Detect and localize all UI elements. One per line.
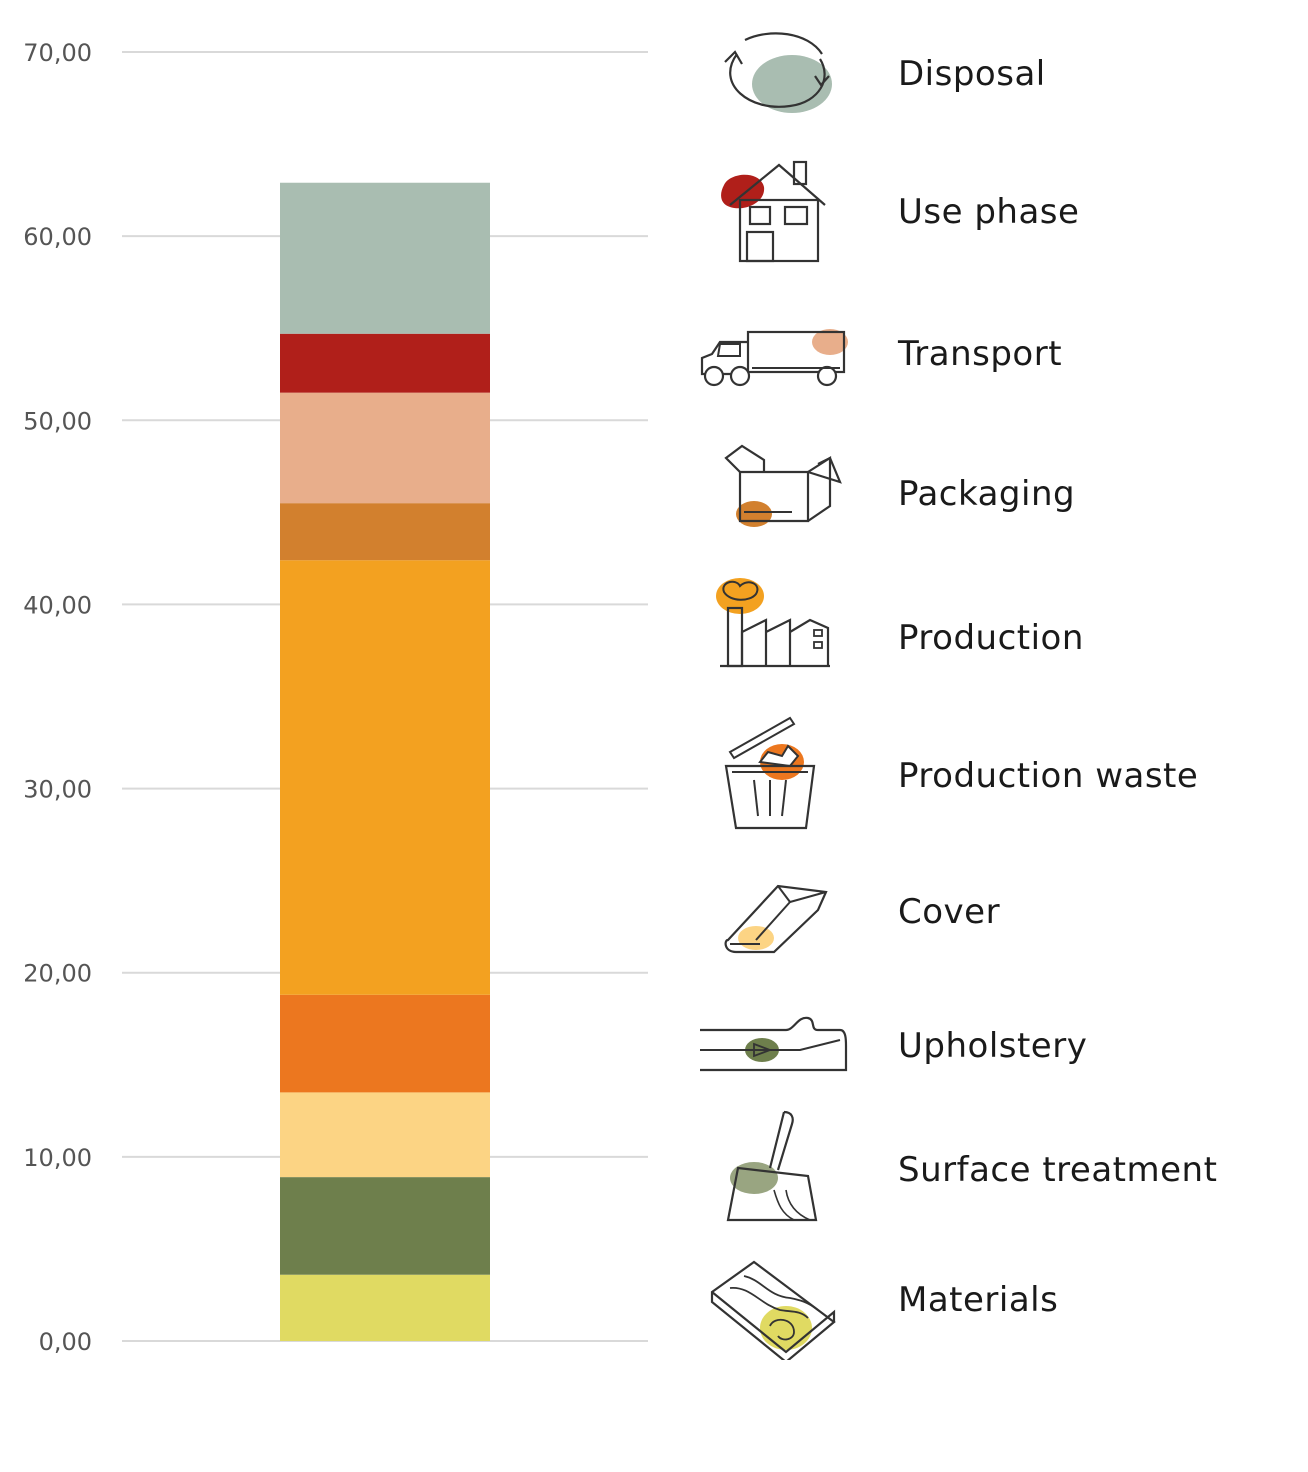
legend-item-upholstery: Upholstery <box>690 986 1290 1106</box>
legend-item-use-phase: Use phase <box>690 152 1290 272</box>
legend-item-packaging: Packaging <box>690 434 1290 554</box>
y-tick-label: 10,00 <box>23 1144 92 1172</box>
truck-icon <box>700 329 848 387</box>
upholstery-icon <box>700 1016 848 1072</box>
brush-icon <box>726 1110 818 1222</box>
wood-plank-icon <box>710 1260 836 1360</box>
legend-label: Production waste <box>898 756 1199 796</box>
bar-segment-upholstery <box>280 1092 490 1178</box>
bar-segment-cover <box>280 994 490 1093</box>
y-tick-label: 30,00 <box>23 776 92 804</box>
trash-bin-icon <box>724 716 816 830</box>
legend-label: Upholstery <box>898 1026 1088 1066</box>
bar-segment-transport <box>280 333 490 393</box>
factory-icon <box>716 578 830 668</box>
legend-item-production-waste: Production waste <box>690 716 1290 836</box>
legend-item-disposal: Disposal <box>690 14 1290 134</box>
legend-item-materials: Materials <box>690 1240 1290 1360</box>
bar-segment-production-waste <box>280 560 490 995</box>
stacked-bar <box>280 182 490 1341</box>
bar-segment-packaging <box>280 392 490 504</box>
stacked-bar-chart: 0,00 10,00 20,00 30,00 40,00 50,00 60,00 70,00 <box>23 39 648 1356</box>
legend-item-transport: Transport <box>690 294 1290 414</box>
legend-label: Production <box>898 618 1084 658</box>
y-tick-label: 60,00 <box>23 223 92 251</box>
recycle-icon <box>724 32 832 113</box>
y-tick-label: 0,00 <box>39 1328 92 1356</box>
y-tick-label: 20,00 <box>23 960 92 988</box>
y-tick-label: 50,00 <box>23 407 92 435</box>
legend-item-cover: Cover <box>690 852 1290 972</box>
house-icon <box>721 160 826 263</box>
y-axis-tick-labels: 0,00 10,00 20,00 30,00 40,00 50,00 60,00 70,00 <box>23 39 92 1356</box>
legend-item-surface-treatment: Surface treatment <box>690 1110 1290 1230</box>
bar-segment-surface-treatment <box>280 1177 490 1275</box>
legend-label: Cover <box>898 892 1001 932</box>
legend-label: Materials <box>898 1280 1059 1320</box>
legend-label: Transport <box>898 334 1063 374</box>
box-icon <box>724 444 842 527</box>
legend-label: Surface treatment <box>898 1150 1218 1190</box>
legend-label: Packaging <box>898 474 1076 514</box>
bar-segment-materials <box>280 1274 490 1341</box>
legend: Disposal Use phase Transport <box>690 0 1290 1472</box>
legend-label: Disposal <box>898 54 1046 94</box>
y-tick-label: 70,00 <box>23 39 92 67</box>
legend-item-production: Production <box>690 578 1290 698</box>
fabric-roll-icon <box>724 884 828 954</box>
legend-label: Use phase <box>898 192 1080 232</box>
y-tick-label: 40,00 <box>23 591 92 619</box>
bar-segment-use-phase <box>280 182 490 334</box>
bar-segment-production <box>280 503 490 561</box>
